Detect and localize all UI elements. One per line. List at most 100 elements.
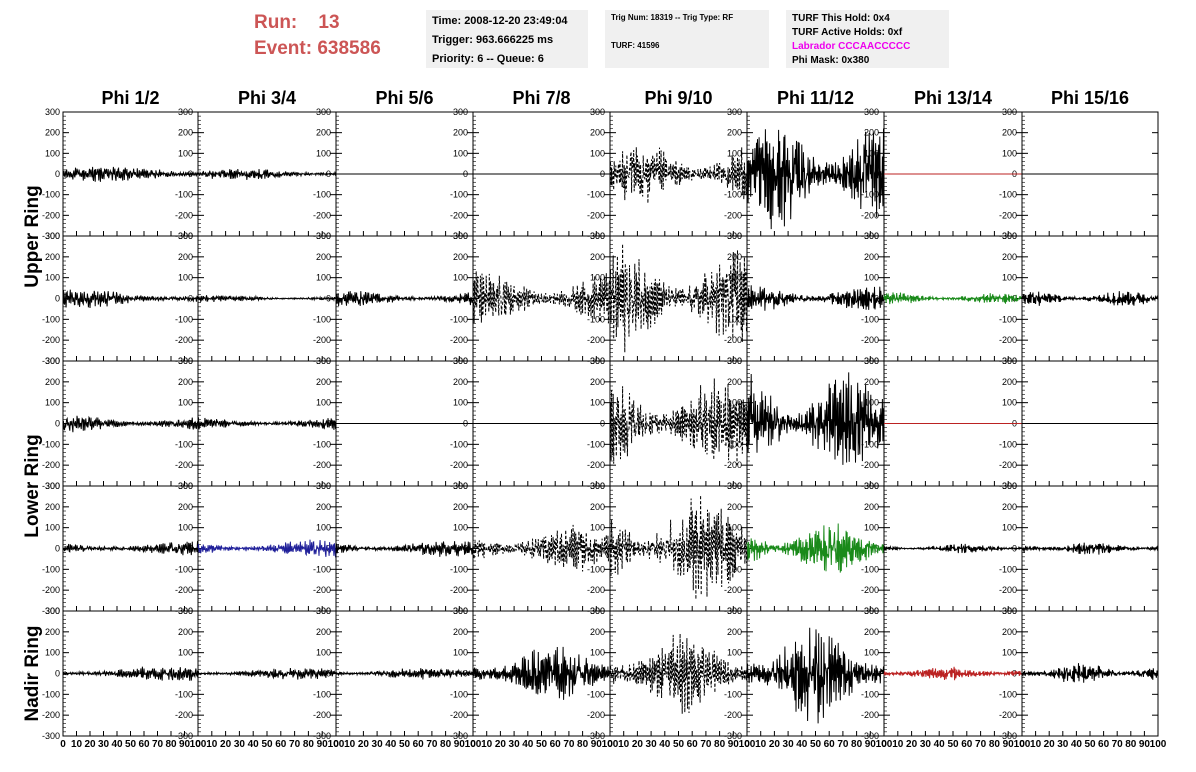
y-tick-label: 300 <box>1002 606 1017 616</box>
x-tick-label: 10 <box>892 739 904 750</box>
y-tick-label: 300 <box>864 107 879 117</box>
waveform-line <box>746 128 885 230</box>
x-tick-label: 30 <box>646 739 658 750</box>
y-tick-label: 300 <box>864 231 879 241</box>
y-tick-label: 300 <box>178 231 193 241</box>
y-tick-label: 200 <box>590 128 605 138</box>
x-tick-label: 10 <box>755 739 767 750</box>
y-tick-label: 100 <box>590 273 605 283</box>
y-tick-label: 100 <box>316 148 331 158</box>
x-tick-label: 70 <box>289 739 301 750</box>
y-tick-label: 200 <box>1002 627 1017 637</box>
run-row: Run: 13 <box>254 10 381 36</box>
y-tick-label: 200 <box>727 502 742 512</box>
y-tick-label: 100 <box>178 398 193 408</box>
y-tick-label: 300 <box>727 606 742 616</box>
x-tick-label: 50 <box>673 739 685 750</box>
y-tick-label: 200 <box>45 252 60 262</box>
y-tick-label: -200 <box>861 335 879 345</box>
waveform-line <box>609 147 748 204</box>
waveform-line <box>1021 291 1159 306</box>
x-tick-label: 50 <box>536 739 548 750</box>
y-tick-label: -200 <box>724 335 742 345</box>
y-tick-label: 100 <box>864 273 879 283</box>
y-tick-label: 300 <box>178 356 193 366</box>
x-tick-label: 90 <box>454 739 466 750</box>
x-tick-label: 20 <box>495 739 507 750</box>
y-tick-label: 0 <box>55 294 60 304</box>
y-tick-label: 200 <box>316 252 331 262</box>
y-tick-label: 100 <box>45 398 60 408</box>
y-tick-label: -100 <box>42 564 60 574</box>
column-header-2: Phi 3/4 <box>238 88 296 108</box>
y-tick-label: 200 <box>1002 128 1017 138</box>
x-tick-label: 80 <box>440 739 452 750</box>
y-tick-label: 100 <box>864 648 879 658</box>
waveform-line <box>609 378 748 465</box>
y-tick-label: 0 <box>737 669 742 679</box>
x-tick-label: 10 <box>71 739 83 750</box>
y-tick-label: 200 <box>864 502 879 512</box>
ring-label-3: Nadir Ring <box>22 625 43 721</box>
y-tick-label: 100 <box>178 648 193 658</box>
x-tick-label: 40 <box>796 739 808 750</box>
y-tick-label: -100 <box>999 439 1017 449</box>
waveform-line <box>197 417 337 430</box>
y-tick-label: -200 <box>42 460 60 470</box>
x-tick-label: 60 <box>275 739 287 750</box>
y-tick-label: 100 <box>453 398 468 408</box>
y-tick-label: 300 <box>727 481 742 491</box>
y-tick-label: 300 <box>864 481 879 491</box>
x-tick-label: 40 <box>934 739 946 750</box>
y-tick-label: 100 <box>45 523 60 533</box>
y-tick-label: 100 <box>1002 648 1017 658</box>
y-tick-label: -200 <box>724 585 742 595</box>
y-tick-label: 300 <box>45 606 60 616</box>
y-tick-label: 200 <box>45 128 60 138</box>
y-tick-label: -300 <box>42 606 60 616</box>
y-tick-label: 0 <box>55 544 60 554</box>
y-tick-label: -100 <box>175 564 193 574</box>
y-tick-label: 100 <box>727 398 742 408</box>
y-tick-label: -200 <box>587 460 605 470</box>
x-tick-label: 30 <box>98 739 110 750</box>
y-tick-label: -200 <box>42 335 60 345</box>
x-tick-label: 80 <box>1125 739 1137 750</box>
y-tick-label: -300 <box>42 481 60 491</box>
y-tick-label: -100 <box>999 689 1017 699</box>
y-tick-label: 300 <box>590 356 605 366</box>
y-tick-label: 300 <box>590 606 605 616</box>
waveform-line <box>883 292 1023 305</box>
x-tick-label: 60 <box>961 739 973 750</box>
y-tick-label: 300 <box>1002 231 1017 241</box>
y-tick-label: -100 <box>999 314 1017 324</box>
x-tick-label: 40 <box>1071 739 1083 750</box>
y-tick-label: 300 <box>316 606 331 616</box>
column-header-5: Phi 9/10 <box>644 88 712 108</box>
y-tick-label: -100 <box>450 564 468 574</box>
turf-info-box: TURF This Hold: 0x4 TURF Active Holds: 0… <box>786 10 949 68</box>
y-tick-label: 200 <box>590 502 605 512</box>
y-tick-label: 100 <box>1002 148 1017 158</box>
y-tick-label: 300 <box>178 481 193 491</box>
y-tick-label: 300 <box>316 481 331 491</box>
y-tick-label: -100 <box>587 190 605 200</box>
x-tick-label: 70 <box>1112 739 1124 750</box>
column-header-7: Phi 13/14 <box>914 88 992 108</box>
y-tick-label: 200 <box>178 627 193 637</box>
x-tick-label: 0 <box>333 739 339 750</box>
y-tick-label: 200 <box>864 252 879 262</box>
x-tick-label: 40 <box>659 739 671 750</box>
y-tick-label: 200 <box>178 128 193 138</box>
y-tick-label: -100 <box>999 190 1017 200</box>
waveform-line <box>335 291 474 307</box>
waveform-line <box>472 524 611 572</box>
x-tick-label: 100 <box>739 739 756 750</box>
x-tick-label: 70 <box>700 739 712 750</box>
waveform-line <box>1021 542 1159 555</box>
y-tick-label: -100 <box>861 314 879 324</box>
x-tick-label: 60 <box>687 739 699 750</box>
y-tick-label: -300 <box>42 231 60 241</box>
x-tick-label: 100 <box>190 739 207 750</box>
